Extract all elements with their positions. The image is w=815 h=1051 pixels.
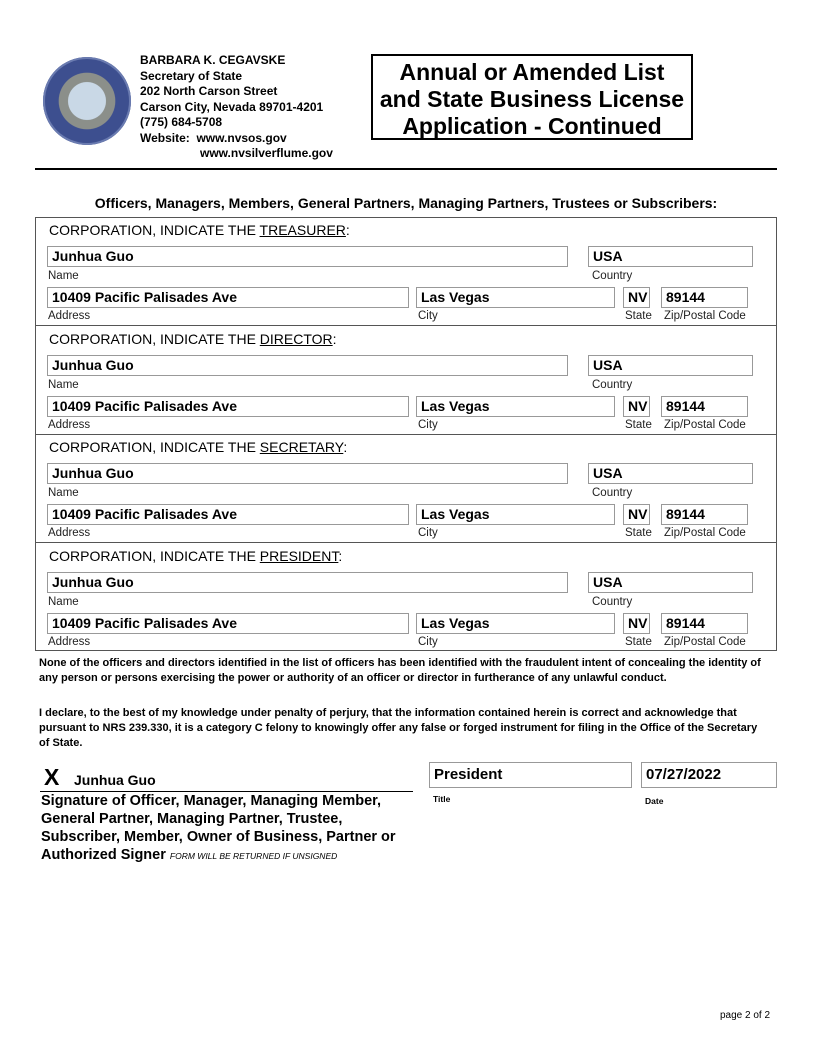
office-title: Secretary of State [140, 68, 243, 83]
zip-label: Zip/Postal Code [664, 635, 746, 648]
section-title: CORPORATION, INDICATE THE PRESIDENT: [49, 547, 343, 564]
country-label: Country [592, 487, 633, 499]
country-field[interactable]: USA [588, 463, 753, 484]
city-field[interactable]: Las Vegas [416, 287, 615, 308]
role: TREASURER [259, 222, 346, 238]
address-label: Address [48, 418, 91, 431]
address-field[interactable]: 10409 Pacific Palisades Ave [47, 504, 409, 525]
name-field[interactable]: Junhua Guo [47, 246, 568, 267]
address-field[interactable]: 10409 Pacific Palisades Ave [47, 395, 409, 417]
state-field[interactable]: NV [623, 504, 650, 525]
state-field[interactable]: NV [623, 287, 650, 308]
country-field[interactable]: USA [588, 246, 753, 267]
street: 202 North Carson Street [140, 84, 278, 98]
website-link-2[interactable]: www.nvsilverflume.gov [200, 146, 333, 160]
country-field[interactable]: USA [588, 354, 753, 376]
city-field[interactable]: Las Vegas [416, 395, 615, 417]
name-field[interactable]: Junhua Guo [47, 463, 568, 484]
city-label: City [418, 527, 438, 539]
signature-caption: Signature of Officer, Manager, Managing … [41, 792, 421, 865]
date-label: Date [645, 796, 664, 806]
zip-field[interactable]: 89144 [661, 287, 748, 308]
page-number: page 2 of 2 [720, 1010, 771, 1021]
section-title: CORPORATION, INDICATE THE TREASURER: [49, 222, 350, 238]
officers-table: CORPORATION, INDICATE THE TREASURER: Jun… [35, 217, 777, 651]
city-line: Carson City, Nevada 89701-4201 [140, 99, 324, 114]
zip-label: Zip/Postal Code [664, 418, 746, 431]
state-label: State [625, 310, 652, 322]
city-label: City [418, 418, 438, 431]
role: PRESIDENT [259, 547, 339, 564]
title-prefix: CORPORATION, INDICATE THE [49, 439, 260, 455]
form-title: Annual or Amended List and State Busines… [371, 54, 693, 140]
zip-label: Zip/Postal Code [664, 527, 746, 539]
title-prefix: CORPORATION, INDICATE THE [49, 547, 260, 564]
signature-field[interactable]: Junhua Guo [74, 772, 156, 788]
title-label: Title [433, 794, 451, 804]
date-field[interactable]: 07/27/2022 [641, 762, 777, 788]
country-label: Country [592, 378, 633, 391]
officer-section-president: CORPORATION, INDICATE THE PRESIDENT: Jun… [36, 544, 776, 652]
secretary-name: BARBARA K. CEGAVSKE [140, 53, 286, 67]
section-title: CORPORATION, INDICATE THE DIRECTOR: [49, 330, 337, 347]
officer-section-treasurer: CORPORATION, INDICATE THE TREASURER: Jun… [36, 218, 776, 326]
title-line: and State Business License [379, 86, 685, 112]
country-label: Country [592, 270, 633, 282]
unsigned-note: FORM WILL BE RETURNED IF UNSIGNED [169, 851, 338, 861]
officer-section-secretary: CORPORATION, INDICATE THE SECRETARY: Jun… [36, 435, 776, 543]
role: DIRECTOR [259, 330, 333, 347]
country-label: Country [592, 595, 633, 608]
name-label: Name [48, 270, 79, 282]
divider [35, 168, 777, 170]
statement-perjury: I declare, to the best of my knowledge u… [39, 707, 758, 749]
phone: (775) 684-5708 [140, 115, 223, 129]
city-field[interactable]: Las Vegas [416, 504, 615, 525]
title-line: Annual or Amended List [399, 59, 665, 85]
zip-field[interactable]: 89144 [661, 612, 748, 634]
city-label: City [418, 635, 438, 648]
nevada-seal-logo [43, 57, 131, 145]
address-label: Address [48, 635, 91, 648]
website-label: Website: [140, 130, 190, 145]
office-header: BARBARA K. CEGAVSKE Secretary of State 2… [140, 53, 333, 162]
address-label: Address [48, 527, 91, 539]
zip-label: Zip/Postal Code [664, 310, 746, 322]
name-field[interactable]: Junhua Guo [47, 571, 568, 593]
address-field[interactable]: 10409 Pacific Palisades Ave [47, 612, 409, 634]
state-label: State [625, 527, 652, 539]
address-field[interactable]: 10409 Pacific Palisades Ave [47, 287, 409, 308]
title-prefix: CORPORATION, INDICATE THE [49, 222, 260, 238]
signature-line [40, 791, 413, 792]
signature-x-mark: X [44, 764, 60, 790]
country-field[interactable]: USA [588, 571, 753, 593]
title-field[interactable]: President [429, 762, 632, 788]
statement-fraud: None of the officers and directors ident… [39, 657, 761, 684]
role: SECRETARY [259, 439, 344, 455]
website-link-1[interactable]: www.nvsos.gov [196, 130, 287, 145]
section-title: CORPORATION, INDICATE THE SECRETARY: [49, 439, 348, 455]
title-prefix: CORPORATION, INDICATE THE [49, 330, 260, 347]
section-heading: Officers, Managers, Members, General Par… [94, 195, 718, 211]
caption-text: Signature of Officer, Manager, Managing … [41, 793, 396, 863]
address-label: Address [48, 310, 91, 322]
state-label: State [625, 635, 652, 648]
city-label: City [418, 310, 438, 322]
name-field[interactable]: Junhua Guo [47, 354, 568, 376]
name-label: Name [48, 487, 79, 499]
name-label: Name [48, 595, 79, 608]
state-field[interactable]: NV [623, 612, 650, 634]
city-field[interactable]: Las Vegas [416, 612, 615, 634]
state-label: State [625, 418, 652, 431]
zip-field[interactable]: 89144 [661, 395, 748, 417]
state-field[interactable]: NV [623, 395, 650, 417]
title-line: Application - Continued [402, 113, 662, 139]
officer-section-director: CORPORATION, INDICATE THE DIRECTOR: Junh… [36, 327, 776, 435]
zip-field[interactable]: 89144 [661, 504, 748, 525]
name-label: Name [48, 378, 79, 391]
